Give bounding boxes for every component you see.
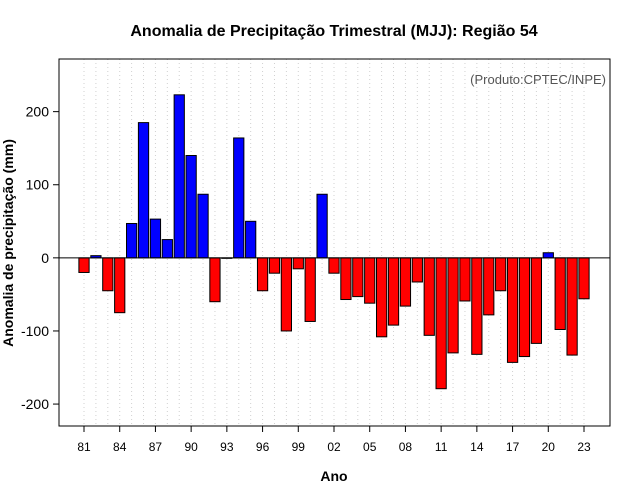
x-tick-label-1999: 99: [292, 440, 306, 454]
bar-1998: [280, 257, 293, 332]
y-axis: -200 -100 0 100 200: [21, 104, 59, 412]
bar-1983: [102, 257, 114, 292]
x-tick-label-1990: 90: [184, 440, 198, 454]
bar-2017: [506, 257, 519, 363]
bar-1999: [292, 257, 304, 270]
bar-2014: [471, 257, 483, 355]
x-tick-label-2002: 02: [327, 440, 341, 454]
bar-1987: [149, 218, 162, 259]
bar-1984: [114, 257, 126, 314]
chart-title: Anomalia de Precipitação Trimestral (MJJ…: [130, 23, 537, 40]
x-axis-title: Ano: [320, 468, 347, 484]
x-tick-label-2017: 17: [506, 440, 520, 454]
bar-2011: [435, 257, 447, 390]
bar-1997: [268, 257, 281, 274]
y-tick-label--200: -200: [21, 396, 49, 412]
bar-1992: [209, 257, 221, 303]
bar-2015: [483, 257, 495, 316]
bar-2005: [364, 257, 376, 304]
bar-2023: [578, 257, 590, 300]
x-tick-label-2011: 11: [435, 440, 448, 454]
bar-1988: [161, 239, 173, 259]
product-credit-annotation: (Produto:CPTEC/INPE): [470, 72, 606, 87]
bar-1986: [137, 122, 150, 259]
y-tick-label--100: -100: [21, 323, 49, 339]
x-tick-label-2014: 14: [470, 440, 484, 454]
x-tick-label-2020: 20: [542, 440, 556, 454]
y-tick-label-200: 200: [26, 104, 50, 120]
x-tick-label-2005: 05: [363, 440, 377, 454]
bar-2001: [316, 193, 328, 259]
y-axis-title: Anomalia de precipitação (mm): [0, 139, 16, 347]
bar-2018: [518, 257, 531, 358]
bar-2002: [328, 257, 340, 274]
y-tick-label-100: 100: [26, 177, 50, 193]
bar-1989: [173, 94, 185, 259]
bar-1991: [197, 193, 209, 259]
x-tick-label-1987: 87: [149, 440, 163, 454]
y-tick-label-0: 0: [41, 250, 49, 266]
bar-2020: [542, 252, 554, 259]
x-tick-label-1996: 96: [256, 440, 270, 454]
bar-2007: [387, 257, 400, 326]
bar-1994: [233, 137, 245, 259]
bar-2006: [376, 257, 388, 338]
bar-2000: [304, 257, 316, 322]
bar-2008: [399, 257, 412, 307]
x-tick-label-1981: 81: [77, 440, 91, 454]
bar-2022: [566, 257, 578, 356]
bar-2003: [340, 257, 352, 301]
x-tick-label-1984: 84: [113, 440, 127, 454]
x-tick-label-2008: 08: [399, 440, 413, 454]
bar-2004: [352, 257, 364, 298]
bar-1996: [256, 257, 269, 292]
bar-1990: [185, 155, 197, 259]
x-tick-label-1993: 93: [220, 440, 234, 454]
bar-1981: [78, 257, 90, 273]
x-tick-label-2023: 23: [577, 440, 591, 454]
bar-2016: [495, 257, 507, 292]
bar-2012: [447, 257, 459, 354]
bar-2010: [423, 257, 435, 336]
bars-layer: [78, 94, 590, 390]
bar-2009: [411, 257, 423, 283]
bar-1995: [245, 220, 257, 259]
bar-1985: [126, 222, 138, 259]
bar-2013: [459, 257, 471, 302]
bar-2021: [554, 257, 566, 331]
bar-2019: [530, 257, 543, 344]
x-axis: 81 84 87 90 93 96 99 02 05 08 11 14 17 20 23: [77, 426, 591, 454]
